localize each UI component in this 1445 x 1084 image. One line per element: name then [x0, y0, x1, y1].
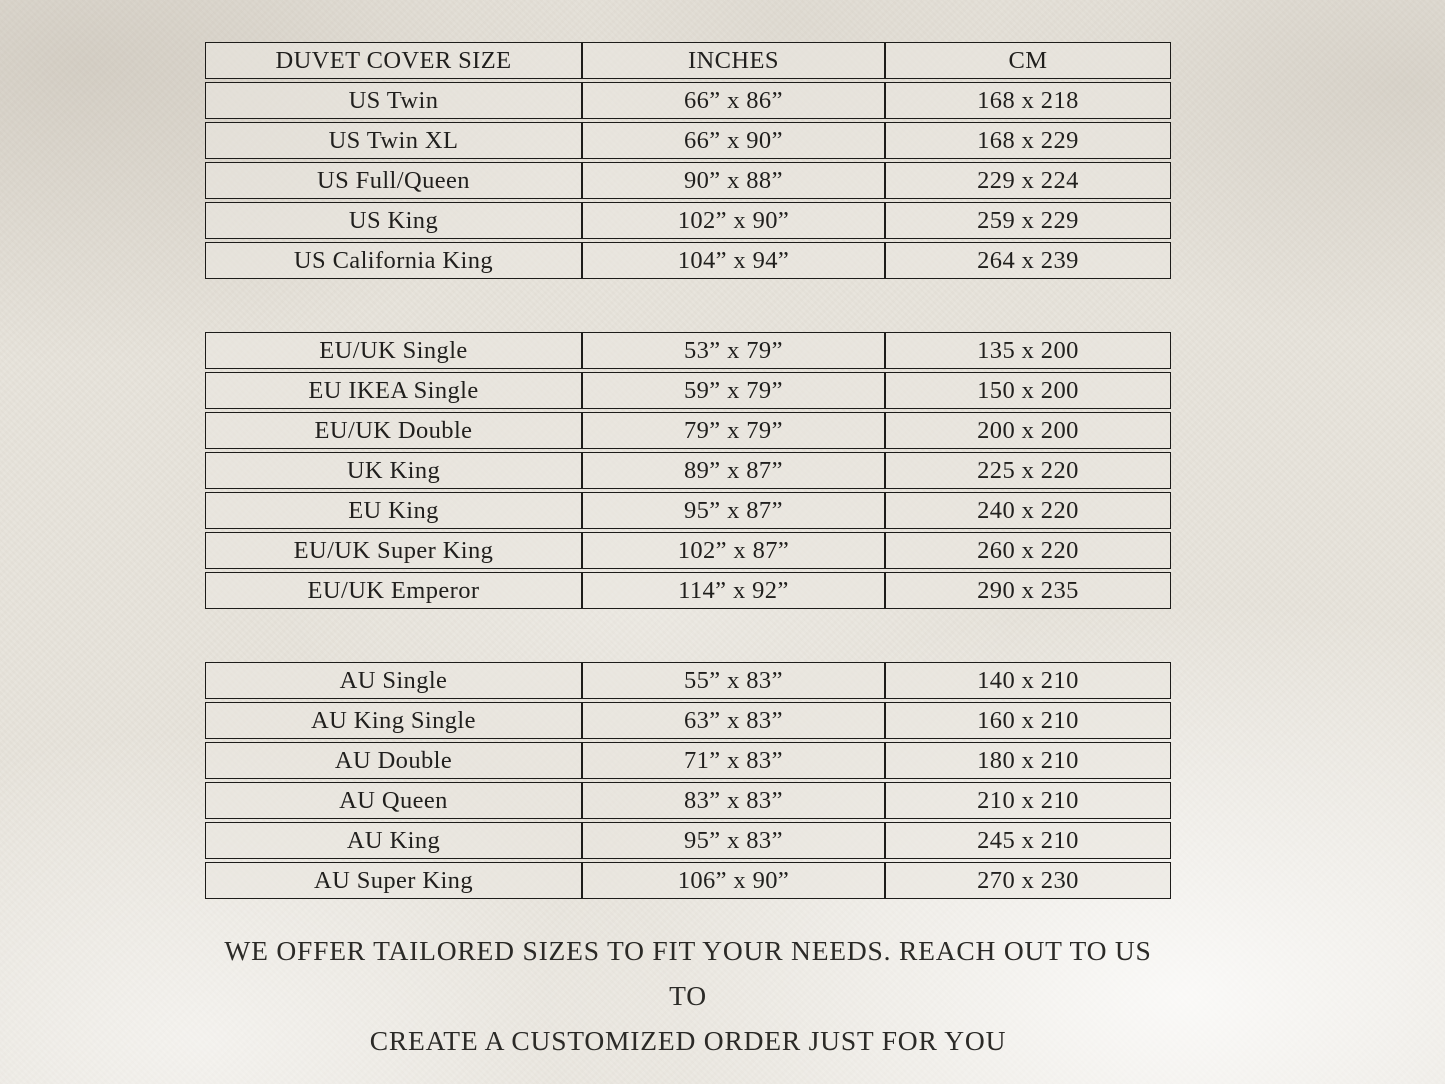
- cm-value-cell: 140 x 210: [884, 662, 1171, 699]
- inches-value-cell: 90” x 88”: [581, 162, 885, 199]
- table-header-row: DUVET COVER SIZE INCHES CM: [205, 42, 1171, 79]
- footer-note: WE OFFER TAILORED SIZES TO FIT YOUR NEED…: [205, 928, 1171, 1063]
- inches-value-cell: 104” x 94”: [581, 242, 885, 279]
- column-header-cm: CM: [884, 42, 1171, 79]
- size-name-cell: UK King: [205, 452, 582, 489]
- size-name-cell: US King: [205, 202, 582, 239]
- table-row: AU Super King 106” x 90” 270 x 230: [205, 862, 1171, 899]
- size-name-cell: EU/UK Emperor: [205, 572, 582, 609]
- table-row: AU Single 55” x 83” 140 x 210: [205, 662, 1171, 699]
- size-name-cell: US Full/Queen: [205, 162, 582, 199]
- table-row: AU Queen 83” x 83” 210 x 210: [205, 782, 1171, 819]
- cm-value-cell: 259 x 229: [884, 202, 1171, 239]
- inches-value-cell: 102” x 87”: [581, 532, 885, 569]
- table-row: EU/UK Double 79” x 79” 200 x 200: [205, 412, 1171, 449]
- table-row: AU King 95” x 83” 245 x 210: [205, 822, 1171, 859]
- inches-value-cell: 95” x 83”: [581, 822, 885, 859]
- inches-value-cell: 71” x 83”: [581, 742, 885, 779]
- cm-value-cell: 260 x 220: [884, 532, 1171, 569]
- inches-value-cell: 106” x 90”: [581, 862, 885, 899]
- cm-value-cell: 135 x 200: [884, 332, 1171, 369]
- cm-value-cell: 210 x 210: [884, 782, 1171, 819]
- inches-value-cell: 63” x 83”: [581, 702, 885, 739]
- size-name-cell: AU King: [205, 822, 582, 859]
- cm-value-cell: 168 x 218: [884, 82, 1171, 119]
- cm-value-cell: 225 x 220: [884, 452, 1171, 489]
- size-name-cell: US California King: [205, 242, 582, 279]
- size-name-cell: EU/UK Super King: [205, 532, 582, 569]
- table-row: US California King 104” x 94” 264 x 239: [205, 242, 1171, 279]
- table-row: AU King Single 63” x 83” 160 x 210: [205, 702, 1171, 739]
- us-size-table: DUVET COVER SIZE INCHES CM US Twin 66” x…: [205, 39, 1171, 282]
- inches-value-cell: 59” x 79”: [581, 372, 885, 409]
- footer-note-line-1: WE OFFER TAILORED SIZES TO FIT YOUR NEED…: [224, 935, 1152, 1011]
- cm-value-cell: 245 x 210: [884, 822, 1171, 859]
- table-row: US King 102” x 90” 259 x 229: [205, 202, 1171, 239]
- inches-value-cell: 95” x 87”: [581, 492, 885, 529]
- inches-value-cell: 55” x 83”: [581, 662, 885, 699]
- cm-value-cell: 229 x 224: [884, 162, 1171, 199]
- size-name-cell: AU King Single: [205, 702, 582, 739]
- size-chart-content: DUVET COVER SIZE INCHES CM US Twin 66” x…: [205, 39, 1171, 1063]
- table-row: EU/UK Single 53” x 79” 135 x 200: [205, 332, 1171, 369]
- cm-value-cell: 160 x 210: [884, 702, 1171, 739]
- size-name-cell: AU Queen: [205, 782, 582, 819]
- table-row: US Twin 66” x 86” 168 x 218: [205, 82, 1171, 119]
- size-name-cell: US Twin: [205, 82, 582, 119]
- size-name-cell: EU IKEA Single: [205, 372, 582, 409]
- au-size-table: AU Single 55” x 83” 140 x 210 AU King Si…: [205, 659, 1171, 902]
- cm-value-cell: 180 x 210: [884, 742, 1171, 779]
- table-row: EU King 95” x 87” 240 x 220: [205, 492, 1171, 529]
- footer-note-line-2: CREATE A CUSTOMIZED ORDER JUST FOR YOU: [369, 1025, 1007, 1056]
- table-row: EU IKEA Single 59” x 79” 150 x 200: [205, 372, 1171, 409]
- size-name-cell: AU Super King: [205, 862, 582, 899]
- inches-value-cell: 83” x 83”: [581, 782, 885, 819]
- cm-value-cell: 150 x 200: [884, 372, 1171, 409]
- inches-value-cell: 114” x 92”: [581, 572, 885, 609]
- cm-value-cell: 290 x 235: [884, 572, 1171, 609]
- inches-value-cell: 66” x 86”: [581, 82, 885, 119]
- table-row: EU/UK Emperor 114” x 92” 290 x 235: [205, 572, 1171, 609]
- table-row: EU/UK Super King 102” x 87” 260 x 220: [205, 532, 1171, 569]
- eu-uk-size-table: EU/UK Single 53” x 79” 135 x 200 EU IKEA…: [205, 329, 1171, 612]
- cm-value-cell: 200 x 200: [884, 412, 1171, 449]
- cm-value-cell: 168 x 229: [884, 122, 1171, 159]
- size-name-cell: EU/UK Double: [205, 412, 582, 449]
- size-name-cell: US Twin XL: [205, 122, 582, 159]
- size-name-cell: AU Double: [205, 742, 582, 779]
- inches-value-cell: 89” x 87”: [581, 452, 885, 489]
- inches-value-cell: 102” x 90”: [581, 202, 885, 239]
- table-row: US Full/Queen 90” x 88” 229 x 224: [205, 162, 1171, 199]
- cm-value-cell: 264 x 239: [884, 242, 1171, 279]
- size-name-cell: AU Single: [205, 662, 582, 699]
- table-row: UK King 89” x 87” 225 x 220: [205, 452, 1171, 489]
- table-row: US Twin XL 66” x 90” 168 x 229: [205, 122, 1171, 159]
- inches-value-cell: 79” x 79”: [581, 412, 885, 449]
- size-name-cell: EU King: [205, 492, 582, 529]
- cm-value-cell: 270 x 230: [884, 862, 1171, 899]
- size-name-cell: EU/UK Single: [205, 332, 582, 369]
- table-row: AU Double 71” x 83” 180 x 210: [205, 742, 1171, 779]
- inches-value-cell: 53” x 79”: [581, 332, 885, 369]
- column-header-inches: INCHES: [581, 42, 885, 79]
- cm-value-cell: 240 x 220: [884, 492, 1171, 529]
- column-header-size: DUVET COVER SIZE: [205, 42, 582, 79]
- inches-value-cell: 66” x 90”: [581, 122, 885, 159]
